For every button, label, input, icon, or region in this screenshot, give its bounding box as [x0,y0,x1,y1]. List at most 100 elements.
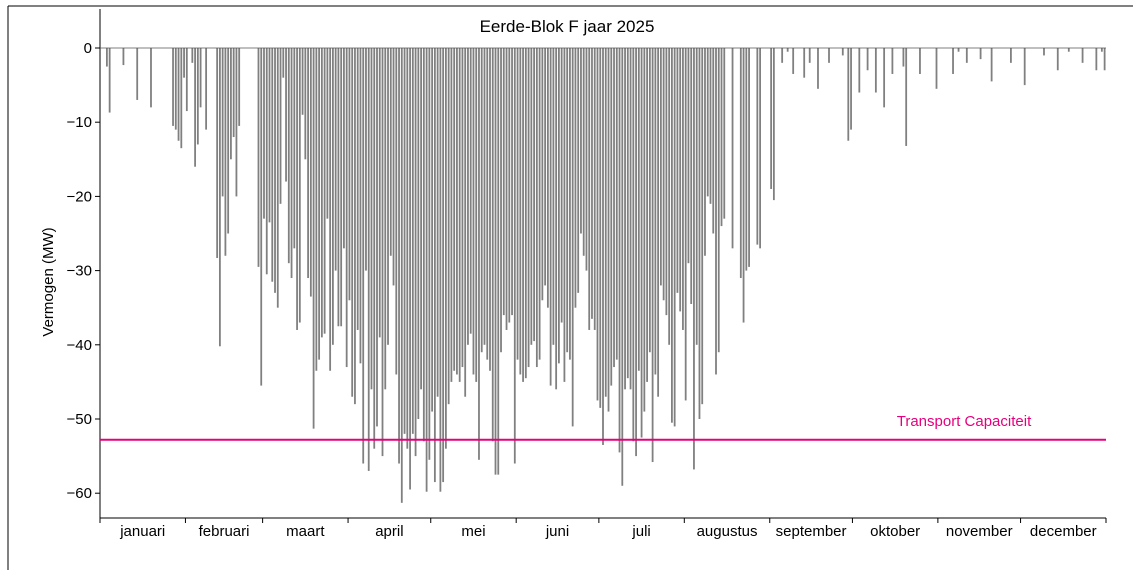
bar-165 [643,48,646,412]
bar-85 [422,48,425,442]
bar-96 [453,48,456,371]
bar-62 [359,48,362,364]
x-axis-ticks: januari februari maart april mei juni juli augu… [99,518,1107,540]
x-tick-label-11: december [1030,523,1097,540]
bar-138 [569,48,571,360]
bar-61 [356,48,359,330]
bar-44 [309,48,312,297]
bar-59 [351,48,354,397]
bar-8 [180,48,183,149]
x-tick-label-7: augustus [697,523,758,540]
bar-107 [483,48,486,345]
bar-9 [183,48,185,78]
bar-178 [679,48,682,312]
x-tick-label-1: februari [199,523,250,540]
bar-66 [370,48,373,390]
bar-4 [150,48,152,108]
bar-159 [626,48,629,379]
bar-173 [665,48,668,316]
bar-234 [1095,48,1098,71]
bar-202 [770,48,773,189]
bar-119 [516,48,519,360]
bar-0 [105,48,108,67]
bar-98 [458,48,461,382]
bar-17 [218,48,221,347]
bar-163 [637,48,640,371]
bar-180 [684,48,687,401]
bar-161 [632,48,635,442]
y-axis-ticks: 0 −10 −20 −30 −40 −50 −60 [67,40,100,502]
bar-38 [293,48,296,249]
bar-32 [276,48,279,308]
y-axis-label: Vermogen (MW) [40,227,57,336]
bar-125 [533,48,535,342]
bar-84 [420,48,422,390]
bar-93 [444,48,447,449]
bar-2 [122,48,125,66]
bar-23 [235,48,238,197]
bar-147 [593,48,596,330]
bar-16 [216,48,219,258]
bar-95 [450,48,453,382]
bar-214 [858,48,861,93]
bar-103 [472,48,475,375]
bar-121 [522,48,524,382]
capacity-label: Transport Capaciteit [897,413,1032,430]
bar-235 [1100,48,1103,52]
bar-83 [417,48,420,419]
bar-24 [238,48,241,126]
bar-94 [447,48,450,405]
bar-31 [274,48,276,293]
bar-110 [491,48,494,442]
bar-101 [467,48,469,345]
bar-122 [524,48,527,379]
x-tick-label-4: mei [461,523,485,540]
bar-227 [990,48,993,82]
bar-89 [433,48,436,483]
bar-1 [108,48,111,113]
y-tick-label-2: −20 [67,188,92,205]
chart-title: Eerde-Blok F jaar 2025 [480,17,655,36]
bar-40 [298,48,301,323]
bar-64 [365,48,367,271]
bar-182 [690,48,693,304]
bar-52 [331,48,334,345]
bar-117 [511,48,513,316]
bar-210 [828,48,830,63]
bar-186 [701,48,704,405]
bar-70 [381,48,384,457]
bar-42 [304,48,307,160]
bar-13 [196,48,199,145]
bar-5 [172,48,174,126]
bar-48 [320,48,323,338]
bar-14 [199,48,202,108]
bar-74 [392,48,395,286]
x-tick-label-5: juni [545,523,569,540]
bar-58 [348,48,351,301]
bar-199 [748,48,750,267]
bar-172 [662,48,665,301]
bar-150 [602,48,604,445]
bar-50 [326,48,329,219]
bar-12 [194,48,196,167]
bar-215 [866,48,869,71]
bar-118 [513,48,516,464]
bar-179 [682,48,684,330]
bar-113 [500,48,502,353]
y-tick-label-0: 0 [84,40,92,57]
bar-195 [731,48,734,249]
bar-78 [403,48,406,434]
bar-102 [469,48,472,334]
bar-46 [315,48,318,371]
x-tick-label-8: september [776,523,847,540]
bar-57 [345,48,348,368]
bar-176 [673,48,676,427]
bar-109 [489,48,491,371]
bar-39 [296,48,298,330]
bar-6 [174,48,177,130]
bar-20 [227,48,230,234]
bar-225 [965,48,968,63]
bar-49 [323,48,326,334]
bar-144 [585,48,588,271]
bar-143 [582,48,585,256]
